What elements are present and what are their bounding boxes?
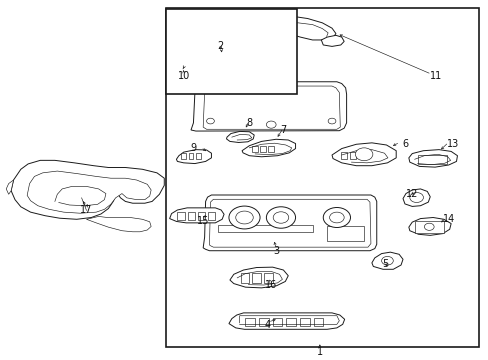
Polygon shape xyxy=(228,313,344,329)
Polygon shape xyxy=(203,195,376,251)
Polygon shape xyxy=(321,35,344,46)
Circle shape xyxy=(323,207,350,228)
Polygon shape xyxy=(408,217,450,235)
Polygon shape xyxy=(181,70,188,75)
Text: 7: 7 xyxy=(280,125,286,135)
Polygon shape xyxy=(191,82,346,131)
Polygon shape xyxy=(218,51,225,57)
Text: 10: 10 xyxy=(178,71,190,81)
Bar xyxy=(207,212,215,220)
Circle shape xyxy=(206,118,214,124)
Circle shape xyxy=(266,207,295,228)
Polygon shape xyxy=(176,150,211,163)
Bar xyxy=(272,318,282,326)
Text: 6: 6 xyxy=(401,139,407,149)
Polygon shape xyxy=(193,42,206,50)
Circle shape xyxy=(329,212,344,223)
Circle shape xyxy=(277,28,285,33)
Bar xyxy=(252,273,261,283)
Bar xyxy=(264,273,272,283)
Bar xyxy=(188,153,193,159)
Bar xyxy=(177,212,184,220)
Circle shape xyxy=(235,211,253,224)
Bar xyxy=(267,146,273,152)
Text: 15: 15 xyxy=(197,216,209,226)
Polygon shape xyxy=(402,189,429,206)
Text: 17: 17 xyxy=(80,205,92,215)
Text: 2: 2 xyxy=(217,41,223,51)
Text: 9: 9 xyxy=(190,143,197,153)
Circle shape xyxy=(228,206,260,229)
Polygon shape xyxy=(229,267,287,288)
Polygon shape xyxy=(209,199,370,247)
Polygon shape xyxy=(331,143,395,166)
Bar xyxy=(187,212,195,220)
Circle shape xyxy=(327,118,335,124)
Circle shape xyxy=(266,121,276,128)
Bar xyxy=(286,318,295,326)
Circle shape xyxy=(267,85,275,91)
Polygon shape xyxy=(169,208,224,223)
Polygon shape xyxy=(226,131,254,143)
Polygon shape xyxy=(168,15,181,22)
Bar xyxy=(251,146,257,152)
Bar xyxy=(198,212,204,220)
Bar xyxy=(165,9,296,94)
Text: 12: 12 xyxy=(405,189,418,199)
Circle shape xyxy=(273,212,288,223)
Bar xyxy=(245,318,255,326)
Bar xyxy=(165,8,478,347)
Circle shape xyxy=(424,223,433,230)
Circle shape xyxy=(355,148,372,161)
Bar xyxy=(299,318,309,326)
Text: 8: 8 xyxy=(246,118,252,128)
Bar xyxy=(326,226,363,241)
Circle shape xyxy=(381,256,392,265)
Polygon shape xyxy=(86,216,151,232)
Polygon shape xyxy=(203,86,340,129)
Bar xyxy=(181,153,186,159)
Bar xyxy=(217,225,312,232)
Polygon shape xyxy=(371,252,402,269)
Polygon shape xyxy=(6,180,14,194)
Text: 13: 13 xyxy=(447,139,459,149)
Bar xyxy=(259,318,268,326)
Bar xyxy=(349,152,355,159)
Text: 14: 14 xyxy=(442,214,454,224)
Polygon shape xyxy=(27,171,151,213)
Text: 1: 1 xyxy=(316,347,322,357)
Polygon shape xyxy=(408,150,457,167)
Polygon shape xyxy=(11,160,164,219)
Circle shape xyxy=(409,193,423,202)
Text: 16: 16 xyxy=(264,280,277,291)
Bar xyxy=(340,152,346,159)
Text: 3: 3 xyxy=(272,247,279,256)
Polygon shape xyxy=(242,139,295,157)
Text: 11: 11 xyxy=(429,71,442,81)
Bar xyxy=(196,153,201,159)
Polygon shape xyxy=(244,17,335,40)
Bar xyxy=(417,155,446,164)
Bar xyxy=(313,318,323,326)
Circle shape xyxy=(216,59,224,65)
Bar xyxy=(240,273,249,283)
Text: 5: 5 xyxy=(382,259,388,269)
Bar xyxy=(414,221,443,233)
Bar xyxy=(260,146,265,152)
Text: 4: 4 xyxy=(264,320,270,330)
